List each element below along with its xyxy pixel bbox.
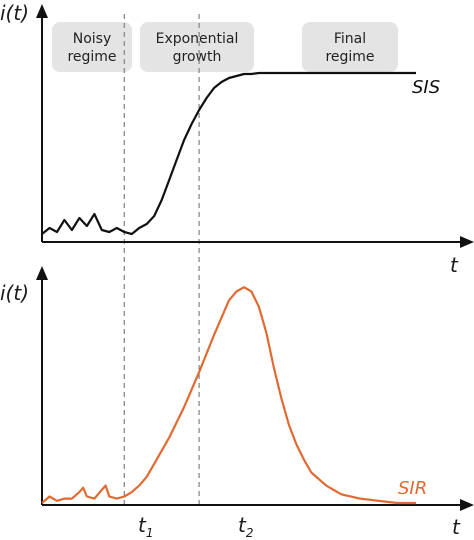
t1-tick-label: t1 — [138, 513, 153, 540]
regime-final-box — [302, 22, 398, 72]
top-x-arrow-icon — [460, 236, 474, 248]
regime-noisy-box — [52, 22, 132, 72]
sir-series-line — [41, 286, 416, 505]
regime-noisy-line2: regime — [67, 49, 116, 65]
top-y-label: i(t) — [0, 1, 29, 25]
regime-exponential-line2: growth — [173, 49, 222, 65]
bottom-y-arrow-icon — [36, 266, 48, 280]
regime-noisy: Noisy regime — [52, 22, 132, 72]
top-axes: i(t) t — [0, 1, 474, 277]
regime-final-line2: regime — [325, 49, 374, 65]
bottom-x-arrow-icon — [460, 499, 474, 511]
regime-exponential: Exponential growth — [140, 22, 254, 72]
bottom-axes: i(t) t — [0, 266, 474, 539]
sir-series-label: SIR — [398, 478, 427, 499]
regime-exponential-line1: Exponential — [156, 31, 239, 47]
regime-final: Final regime — [302, 22, 398, 72]
regime-exponential-box — [140, 22, 254, 72]
t2-tick-label: t2 — [238, 513, 253, 540]
top-y-arrow-icon — [36, 4, 48, 18]
regime-final-line1: Final — [334, 31, 366, 47]
sis-series-line — [41, 71, 416, 236]
sis-series-label: SIS — [412, 77, 440, 98]
regime-noisy-line1: Noisy — [73, 31, 112, 47]
bottom-x-label: t — [452, 515, 461, 539]
top-x-label: t — [450, 253, 459, 277]
bottom-y-label: i(t) — [0, 281, 29, 305]
